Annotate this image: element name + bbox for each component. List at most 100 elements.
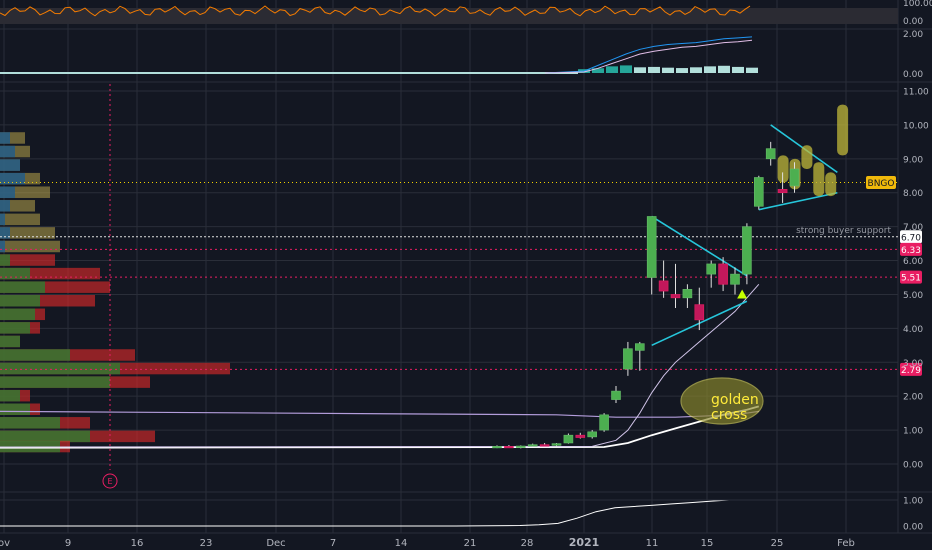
volume-profile-down: [0, 240, 60, 253]
price-label-text: 6.70: [901, 233, 921, 243]
candle-body: [742, 226, 752, 275]
x-tick-label: 25: [771, 538, 784, 549]
x-tick-label: 15: [701, 538, 714, 549]
top-tick-label: 0.00: [903, 17, 923, 27]
candle-body: [634, 343, 645, 351]
candle-body: [658, 280, 669, 292]
price-label-text: BNGO: [868, 179, 895, 189]
y-tick-label: 9.00: [903, 155, 923, 165]
price-label-box: [900, 362, 922, 376]
top-panel: 100.00 0.00: [0, 0, 932, 27]
candle-body: [504, 446, 514, 449]
projection-candle: [813, 162, 825, 197]
candle-body: [753, 177, 764, 207]
projection-candle: [837, 104, 849, 156]
volume-profile-up: [0, 376, 110, 388]
x-tick-label: 28: [521, 538, 534, 549]
support-annotation: strong buyer support: [796, 226, 891, 236]
volume-profile-down: [0, 186, 50, 198]
candle-body: [599, 414, 609, 431]
volume-profile-up: [0, 362, 120, 375]
volume-profile-down: [0, 254, 55, 266]
bottom-indicator-line: [0, 499, 748, 527]
earnings-marker: [102, 473, 118, 489]
volume-profile-down: [0, 294, 95, 307]
price-label-box: [900, 270, 922, 284]
histogram-bar: [690, 67, 702, 73]
bottom-tick-label: 0.00: [903, 523, 923, 533]
trendline: [758, 191, 838, 211]
candle-body: [587, 431, 598, 438]
y-tick-label: 3.00: [903, 359, 923, 369]
volume-profile-up: [0, 403, 30, 415]
candle-body: [563, 434, 574, 444]
price-label-box: [866, 176, 896, 190]
second-panel: 2.00 0.00: [0, 30, 923, 80]
volume-profile-up: [0, 145, 15, 158]
price-label-text: 6.33: [901, 246, 921, 256]
volume-profile-down: [0, 227, 55, 239]
price-label-box: [900, 230, 922, 244]
volume-profile-up: [0, 430, 90, 443]
volume-profile-up: [0, 200, 10, 212]
oscillator-line: [0, 5, 751, 17]
projection-candle: [825, 172, 837, 197]
second-tick-label: 0.00: [903, 70, 923, 80]
x-tick-label: Feb: [837, 538, 855, 549]
earnings-marker-label: E: [107, 477, 112, 486]
volume-profile-up: [0, 132, 10, 144]
y-tick-label: 7.00: [903, 223, 923, 233]
y-tick-label: 10.00: [903, 121, 929, 131]
candle-body: [492, 446, 502, 449]
candle-body: [789, 168, 800, 187]
trendline: [651, 215, 748, 277]
candle-body: [777, 189, 788, 194]
candle-body: [515, 445, 526, 448]
signal-line: [544, 39, 753, 74]
y-tick-label: 1.00: [903, 427, 923, 437]
price-label-text: 2.79: [901, 366, 921, 376]
buy-signal-triangle: [737, 289, 748, 299]
golden-cross-label: golden: [711, 392, 759, 408]
volume-profile-up: [0, 349, 70, 361]
projection-candle: [777, 155, 789, 183]
y-tick-label: 5.00: [903, 291, 923, 301]
volume-profile-up: [0, 172, 25, 185]
histogram-bar: [676, 68, 688, 73]
bottom-tick-label: 1.00: [903, 497, 923, 507]
x-tick-label: 16: [131, 538, 144, 549]
x-tick-label: ov: [0, 538, 10, 549]
y-tick-label: 4.00: [903, 325, 923, 335]
candle-body: [694, 304, 705, 321]
volume-profile-up: [0, 159, 20, 171]
volume-profile-up: [0, 186, 15, 198]
volume-profile-up: [0, 267, 30, 280]
candle-body: [718, 263, 728, 285]
projection-candle: [801, 145, 813, 169]
volume-profile-up: [0, 417, 60, 429]
volume-profile-up: [0, 294, 40, 307]
grid: [0, 0, 932, 534]
golden-cross-ellipse: [680, 377, 764, 425]
y-tick-label: 11.00: [903, 88, 929, 98]
candle-body: [527, 444, 538, 447]
x-tick-label: 14: [395, 538, 408, 549]
x-tick-label: 23: [200, 538, 213, 549]
volume-profile-down: [0, 281, 110, 293]
price-label-text: 5.51: [901, 274, 921, 284]
candle-body: [575, 434, 586, 438]
y-tick-label: 8.00: [903, 189, 923, 199]
x-tick-label: 9: [65, 538, 71, 549]
volume-profile-down: [0, 200, 35, 212]
candle-body: [646, 216, 657, 278]
candle-body: [730, 273, 740, 285]
histogram-bar: [620, 65, 632, 73]
candle-body: [551, 443, 562, 446]
histogram-bar: [746, 67, 758, 73]
y-axis: 11.0010.009.008.007.006.005.004.003.002.…: [903, 88, 929, 471]
volume-profile-down: [0, 267, 100, 280]
volume-profile-up: [0, 308, 35, 321]
candle-body: [539, 444, 550, 447]
